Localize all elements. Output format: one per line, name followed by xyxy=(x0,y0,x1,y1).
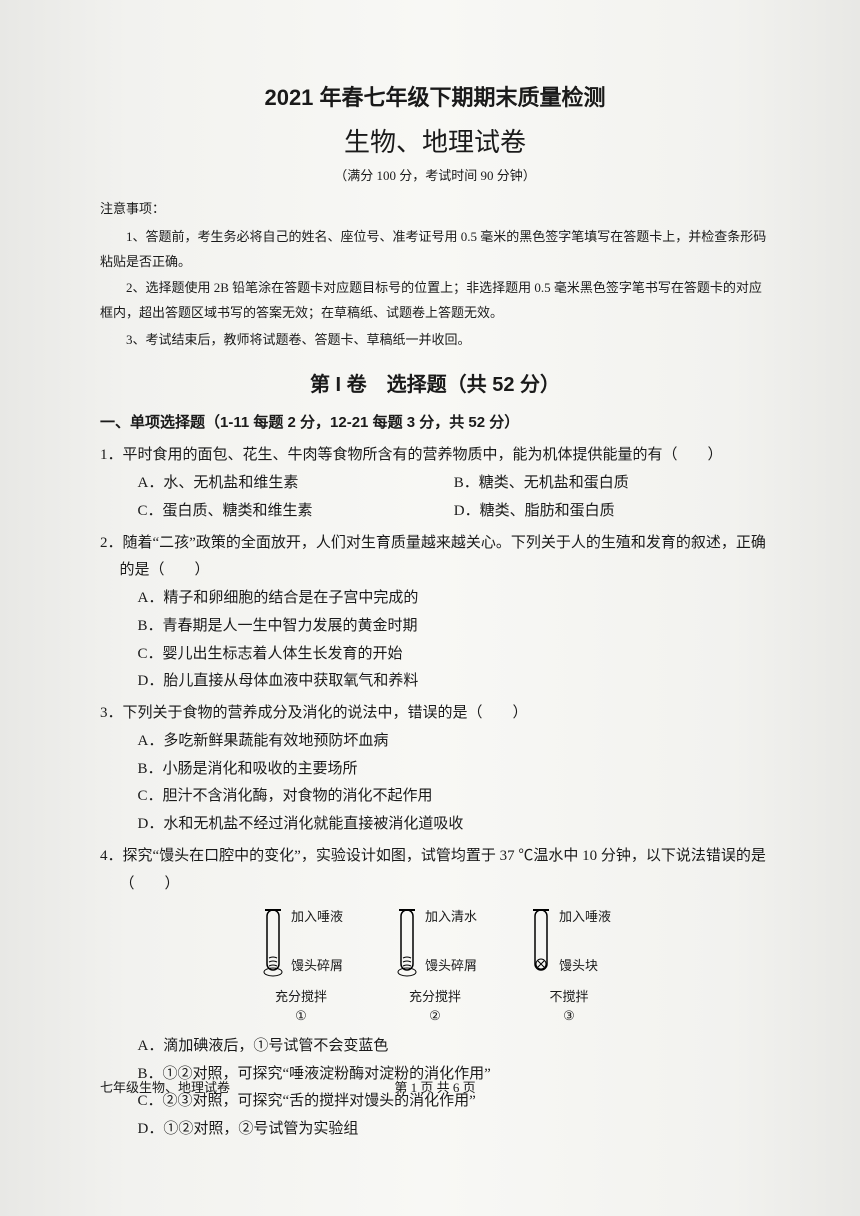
option-d: D．①②对照，②号试管为实验组 xyxy=(138,1116,771,1144)
option-d: D．水和无机盐不经过消化就能直接被消化道吸收 xyxy=(138,811,771,839)
test-tube-icon xyxy=(393,908,421,986)
page-footer: 七年级生物、地理试卷 第 1 页 共 6 页 xyxy=(100,1077,770,1096)
option-a: A．精子和卵细胞的结合是在子宫中完成的 xyxy=(138,585,771,613)
tube-1: 加入唾液 馒头碎屑 充分搅拌 ① xyxy=(259,908,343,1024)
question-1: 1．平时食用的面包、花生、牛肉等食物所含有的营养物质中，能为机体提供能量的有（ … xyxy=(100,442,770,525)
tube-2: 加入清水 馒头碎屑 充分搅拌 ② xyxy=(393,908,477,1024)
tube-number-label: ① xyxy=(295,1007,307,1025)
footer-right xyxy=(547,1077,770,1096)
option-a: A．滴加碘液后，①号试管不会变蓝色 xyxy=(138,1033,771,1061)
notice-item: 1、答题前，考生务必将自己的姓名、座位号、准考证号用 0.5 毫米的黑色签字笔填… xyxy=(100,225,770,274)
tube-number-label: ② xyxy=(429,1007,441,1025)
test-tube-icon xyxy=(527,908,555,986)
option-a: A．水、无机盐和维生素 xyxy=(138,470,454,498)
title-main: 2021 年春七年级下期期末质量检测 xyxy=(100,80,770,112)
notice-item: 2、选择题使用 2B 铅笔涂在答题卡对应题目标号的位置上；非选择题用 0.5 毫… xyxy=(100,276,770,325)
option-c: C．胆汁不含消化酶，对食物的消化不起作用 xyxy=(138,783,771,811)
option-c: C．蛋白质、糖类和维生素 xyxy=(138,498,454,526)
tube-number-label: ③ xyxy=(563,1007,575,1025)
question-3: 3．下列关于食物的营养成分及消化的说法中，错误的是（ ） A．多吃新鲜果蔬能有效… xyxy=(100,700,770,839)
option-b: B．糖类、无机盐和蛋白质 xyxy=(454,470,770,498)
option-d: D．糖类、脂肪和蛋白质 xyxy=(454,498,770,526)
tube-content-label: 馒头块 xyxy=(559,957,611,975)
tube-action-label: 充分搅拌 xyxy=(275,988,327,1006)
notice-item: 3、考试结束后，教师将试题卷、答题卡、草稿纸一并收回。 xyxy=(100,328,770,353)
tube-action-label: 充分搅拌 xyxy=(409,988,461,1006)
tube-3: 加入唾液 馒头块 不搅拌 ③ xyxy=(527,908,611,1024)
question-stem: 3．下列关于食物的营养成分及消化的说法中，错误的是（ ） xyxy=(100,700,770,728)
tube-content-label: 馒头碎屑 xyxy=(425,957,477,975)
tube-action-label: 不搅拌 xyxy=(550,988,589,1006)
tube-add-label: 加入唾液 xyxy=(291,908,343,926)
tube-add-label: 加入清水 xyxy=(425,908,477,926)
option-d: D．胎儿直接从母体血液中获取氧气和养料 xyxy=(138,668,771,696)
option-c: C．婴儿出生标志着人体生长发育的开始 xyxy=(138,641,771,669)
section-title: 第 I 卷 选择题（共 52 分） xyxy=(100,368,770,397)
question-stem: 1．平时食用的面包、花生、牛肉等食物所含有的营养物质中，能为机体提供能量的有（ … xyxy=(100,442,770,470)
question-2: 2．随着“二孩”政策的全面放开，人们对生育质量越来越关心。下列关于人的生殖和发育… xyxy=(100,530,770,697)
title-info: （满分 100 分，考试时间 90 分钟） xyxy=(100,165,770,184)
question-4: 4．探究“馒头在口腔中的变化”，实验设计如图，试管均置于 37 ℃温水中 10 … xyxy=(100,843,770,1144)
option-a: A．多吃新鲜果蔬能有效地预防坏血病 xyxy=(138,728,771,756)
footer-left: 七年级生物、地理试卷 xyxy=(100,1077,323,1096)
tube-add-label: 加入唾液 xyxy=(559,908,611,926)
question-options: A．水、无机盐和维生素 B．糖类、无机盐和蛋白质 xyxy=(100,470,770,498)
question-options: C．蛋白质、糖类和维生素 D．糖类、脂肪和蛋白质 xyxy=(100,498,770,526)
tube-content-label: 馒头碎屑 xyxy=(291,957,343,975)
question-stem: 2．随着“二孩”政策的全面放开，人们对生育质量越来越关心。下列关于人的生殖和发育… xyxy=(100,530,770,586)
footer-center: 第 1 页 共 6 页 xyxy=(323,1077,546,1096)
question-options: A．多吃新鲜果蔬能有效地预防坏血病 B．小肠是消化和吸收的主要场所 C．胆汁不含… xyxy=(100,728,770,839)
option-b: B．小肠是消化和吸收的主要场所 xyxy=(138,756,771,784)
notice-label: 注意事项： xyxy=(100,198,770,217)
exam-page: 2021 年春七年级下期期末质量检测 生物、地理试卷 （满分 100 分，考试时… xyxy=(0,0,860,1216)
test-tube-icon xyxy=(259,908,287,986)
option-b: B．青春期是人一生中智力发展的黄金时期 xyxy=(138,613,771,641)
part-title: 一、单项选择题（1-11 每题 2 分，12-21 每题 3 分，共 52 分） xyxy=(100,411,770,432)
question-stem: 4．探究“馒头在口腔中的变化”，实验设计如图，试管均置于 37 ℃温水中 10 … xyxy=(100,843,770,899)
question-options: A．精子和卵细胞的结合是在子宫中完成的 B．青春期是人一生中智力发展的黄金时期 … xyxy=(100,585,770,696)
experiment-diagram: 加入唾液 馒头碎屑 充分搅拌 ① xyxy=(100,908,770,1024)
title-sub: 生物、地理试卷 xyxy=(100,122,770,159)
